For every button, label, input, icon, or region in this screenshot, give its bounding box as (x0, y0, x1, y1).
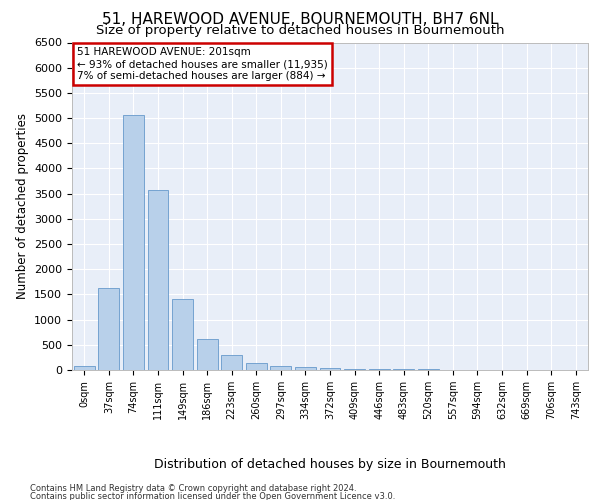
Bar (98, 288, 119, 370)
Text: Size of property relative to detached houses in Bournemouth: Size of property relative to detached ho… (96, 24, 504, 37)
Bar (368, 369, 389, 370)
Bar (295, 367, 316, 370)
Y-axis label: Number of detached properties: Number of detached properties (16, 114, 29, 299)
Text: 51 HAREWOOD AVENUE: 201sqm
← 93% of detached houses are smaller (11,935)
7% of s: 51 HAREWOOD AVENUE: 201sqm ← 93% of deta… (77, 48, 328, 80)
Text: Contains HM Land Registry data © Crown copyright and database right 2024.: Contains HM Land Registry data © Crown c… (30, 484, 356, 493)
Bar (148, 190, 169, 370)
Bar (393, 369, 414, 370)
Bar (320, 368, 340, 370)
Bar (246, 363, 267, 370)
Bar (221, 356, 242, 370)
X-axis label: Distribution of detached houses by size in Bournemouth: Distribution of detached houses by size … (154, 458, 506, 471)
Bar (74, 366, 95, 370)
Bar (123, 115, 144, 370)
Bar (344, 368, 365, 370)
Bar (172, 299, 193, 370)
Bar (271, 366, 292, 370)
Text: 51, HAREWOOD AVENUE, BOURNEMOUTH, BH7 6NL: 51, HAREWOOD AVENUE, BOURNEMOUTH, BH7 6N… (102, 12, 498, 28)
Text: Contains public sector information licensed under the Open Government Licence v3: Contains public sector information licen… (30, 492, 395, 500)
Bar (197, 339, 218, 370)
